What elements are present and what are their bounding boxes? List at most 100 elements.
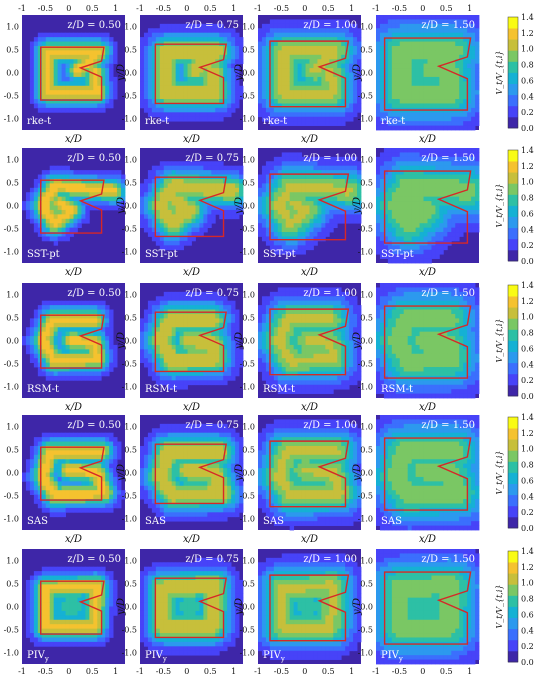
heatmap-cell xyxy=(69,309,74,315)
heatmap-cell xyxy=(265,41,271,47)
heatmap-cell xyxy=(317,165,322,171)
heatmap-cell xyxy=(419,103,424,109)
heatmap-cell xyxy=(151,201,157,206)
heatmap-cell xyxy=(463,94,468,100)
heatmap-cell xyxy=(289,50,295,56)
heatmap-cell xyxy=(265,76,271,82)
heatmap-cell xyxy=(277,94,283,100)
heatmap-cell xyxy=(49,223,55,229)
x-tick-label: 1 xyxy=(231,4,236,13)
heatmap-cell xyxy=(277,28,283,34)
heatmap-cell xyxy=(33,318,39,324)
heatmap-cell xyxy=(379,232,385,237)
heatmap-cell xyxy=(297,174,302,180)
heatmap-cell xyxy=(41,183,47,189)
heatmap-cell xyxy=(61,336,66,341)
x-axis-label: x/D xyxy=(301,267,318,278)
heatmap-cell xyxy=(419,218,424,224)
heatmap-cell xyxy=(235,94,240,100)
heatmap-cell xyxy=(163,340,169,346)
heatmap-cell xyxy=(223,76,228,82)
heatmap-cell xyxy=(155,296,161,302)
heatmap-cell xyxy=(89,94,94,100)
heatmap-cell xyxy=(219,196,224,202)
heatmap-cell xyxy=(439,72,444,78)
heatmap-cell xyxy=(435,232,440,237)
heatmap-cell xyxy=(317,23,322,29)
heatmap-cell xyxy=(353,28,358,34)
heatmap-cell xyxy=(419,227,424,233)
heatmap-cell xyxy=(175,178,181,184)
heatmap-cell xyxy=(383,41,389,47)
heatmap-cell xyxy=(187,170,192,175)
heatmap-cell xyxy=(447,63,452,69)
heatmap-cell xyxy=(77,371,82,377)
heatmap-cell xyxy=(167,327,173,333)
heatmap-cell xyxy=(451,152,456,158)
heatmap-cell xyxy=(29,331,35,337)
heatmap-cell xyxy=(163,205,169,211)
heatmap-cell xyxy=(195,161,200,167)
heatmap-cell xyxy=(317,19,322,25)
heatmap-cell xyxy=(109,340,114,346)
heatmap-cell xyxy=(289,178,295,184)
heatmap-cell xyxy=(379,205,385,211)
heatmap-cell xyxy=(289,187,295,193)
heatmap-cell xyxy=(77,327,82,333)
heatmap-cell xyxy=(447,116,452,122)
heatmap-cell xyxy=(73,76,78,82)
heatmap-cell xyxy=(175,23,181,29)
heatmap-cell xyxy=(101,349,106,355)
heatmap-cell xyxy=(353,201,358,206)
heatmap-cell xyxy=(57,344,63,350)
heatmap-cell xyxy=(301,236,306,242)
heatmap-cell xyxy=(235,99,240,104)
heatmap-cell xyxy=(325,192,330,198)
heatmap-cell xyxy=(89,353,94,359)
heatmap-cell xyxy=(73,305,78,310)
heatmap-cell xyxy=(175,296,181,302)
heatmap-cell xyxy=(407,178,413,184)
colorbar-tick-label: 1.2 xyxy=(521,29,534,38)
heatmap-cell xyxy=(293,240,299,246)
heatmap-cell xyxy=(203,116,208,122)
heatmap-cell xyxy=(41,103,47,109)
heatmap-cell xyxy=(147,232,153,237)
heatmap-cell xyxy=(435,85,440,91)
heatmap-cell xyxy=(471,205,476,211)
heatmap-cell xyxy=(171,340,177,346)
y-tick-label: 1.0 xyxy=(242,156,255,165)
heatmap-cell xyxy=(443,174,448,180)
heatmap-cell xyxy=(399,249,405,255)
heatmap-cell xyxy=(215,336,220,341)
heatmap-cell xyxy=(273,121,279,126)
heatmap-cell xyxy=(459,196,464,202)
heatmap-cell xyxy=(329,103,334,109)
heatmap-cell xyxy=(273,116,279,122)
heatmap-cell xyxy=(109,362,114,368)
heatmap-cell xyxy=(475,59,480,65)
heatmap-cell xyxy=(57,54,63,60)
heatmap-cell xyxy=(37,174,43,180)
heatmap-cell xyxy=(435,19,440,25)
heatmap-cell xyxy=(383,45,389,51)
heatmap-cell xyxy=(73,107,78,113)
heatmap-cell xyxy=(325,183,330,189)
heatmap-cell xyxy=(353,107,358,113)
heatmap-cell xyxy=(101,327,106,333)
heatmap-cell xyxy=(101,99,106,104)
heatmap-cell xyxy=(475,112,480,118)
heatmap-cell xyxy=(383,15,389,20)
heatmap-cell xyxy=(357,183,362,189)
heatmap-cell xyxy=(207,192,212,198)
heatmap-cell xyxy=(143,68,149,73)
heatmap-cell xyxy=(215,103,220,109)
heatmap-cell xyxy=(183,28,188,34)
heatmap-cell xyxy=(41,45,47,51)
heatmap-cell xyxy=(167,380,173,386)
heatmap-cell xyxy=(199,349,204,355)
heatmap-cell xyxy=(151,309,157,315)
heatmap-cell xyxy=(101,174,106,180)
heatmap-cell xyxy=(265,165,271,171)
